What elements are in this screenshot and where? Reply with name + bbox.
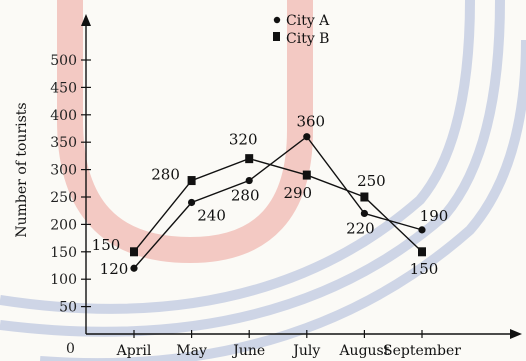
legend-marker-city-b xyxy=(273,32,280,41)
y-tick-label-500: 500 xyxy=(50,53,77,69)
y-tick-label-50: 50 xyxy=(59,300,77,316)
watermark-blue-arc-1 xyxy=(0,0,475,314)
point-city-b-april xyxy=(130,247,138,257)
data-label-city-b-august: 250 xyxy=(357,172,386,190)
data-label-city-a-june: 280 xyxy=(231,187,260,205)
point-city-b-june xyxy=(245,154,254,164)
y-tick-label-350: 350 xyxy=(50,135,77,151)
x-tick-label-september: September xyxy=(383,343,461,359)
y-tick-label-300: 300 xyxy=(50,163,77,179)
watermark-blue-arc-3 xyxy=(40,39,526,361)
y-tick-label-100: 100 xyxy=(50,272,77,288)
origin-label: 0 xyxy=(66,341,75,357)
point-city-a-august xyxy=(360,209,368,218)
series-city-a: 120 240 280 360 220 190 xyxy=(100,113,449,279)
x-axis-arrow xyxy=(510,329,522,339)
point-city-b-may xyxy=(187,176,196,186)
x-tick-label-june: June xyxy=(231,343,265,359)
data-label-city-b-july: 290 xyxy=(283,184,312,202)
data-label-city-b-may: 280 xyxy=(151,166,180,184)
point-city-b-august xyxy=(360,192,369,202)
point-city-b-july xyxy=(302,170,311,180)
data-label-city-a-april: 120 xyxy=(100,260,129,278)
y-tick-label-400: 400 xyxy=(50,108,77,124)
watermark-red-stroke xyxy=(57,0,313,264)
y-tick-label-250: 250 xyxy=(50,190,77,206)
legend-label-city-b: City B xyxy=(286,31,329,47)
y-axis-title: Number of tourists xyxy=(14,102,30,237)
data-label-city-a-august: 220 xyxy=(346,219,375,237)
point-city-a-june xyxy=(245,176,253,185)
data-label-city-b-april: 150 xyxy=(92,236,121,254)
y-tick-label-200: 200 xyxy=(50,217,77,233)
y-tick-label-450: 450 xyxy=(50,80,77,96)
y-tick-label-150: 150 xyxy=(50,245,77,261)
point-city-b-september xyxy=(418,247,426,257)
data-label-city-a-july: 360 xyxy=(296,113,325,131)
series-city-b: 150 280 320 290 250 150 xyxy=(92,131,439,278)
point-city-a-september xyxy=(418,226,426,234)
legend: City A City B xyxy=(273,13,330,47)
data-label-city-b-september: 150 xyxy=(410,260,439,278)
data-label-city-a-september: 190 xyxy=(420,207,449,225)
series-group: 120 240 280 360 220 190 150 280 320 290 250 150 xyxy=(92,113,449,279)
y-ticks: 50 100 150 200 250 300 350 400 450 500 xyxy=(50,53,91,316)
point-city-a-july xyxy=(303,133,311,141)
point-city-a-april xyxy=(130,264,138,272)
y-axis-arrow xyxy=(81,14,91,26)
watermark-blue-arc-2 xyxy=(0,0,505,337)
x-tick-label-july: July xyxy=(291,343,320,359)
x-tick-label-april: April xyxy=(116,343,152,359)
x-tick-label-august: August xyxy=(338,343,389,359)
legend-marker-city-a xyxy=(273,16,281,24)
data-label-city-b-june: 320 xyxy=(229,131,258,149)
legend-label-city-a: City A xyxy=(286,13,330,29)
point-city-a-may xyxy=(188,198,196,207)
series-line-city-a xyxy=(133,135,423,269)
data-label-city-a-may: 240 xyxy=(197,206,226,224)
x-tick-label-may: May xyxy=(176,343,207,359)
series-line-city-b xyxy=(133,157,423,253)
